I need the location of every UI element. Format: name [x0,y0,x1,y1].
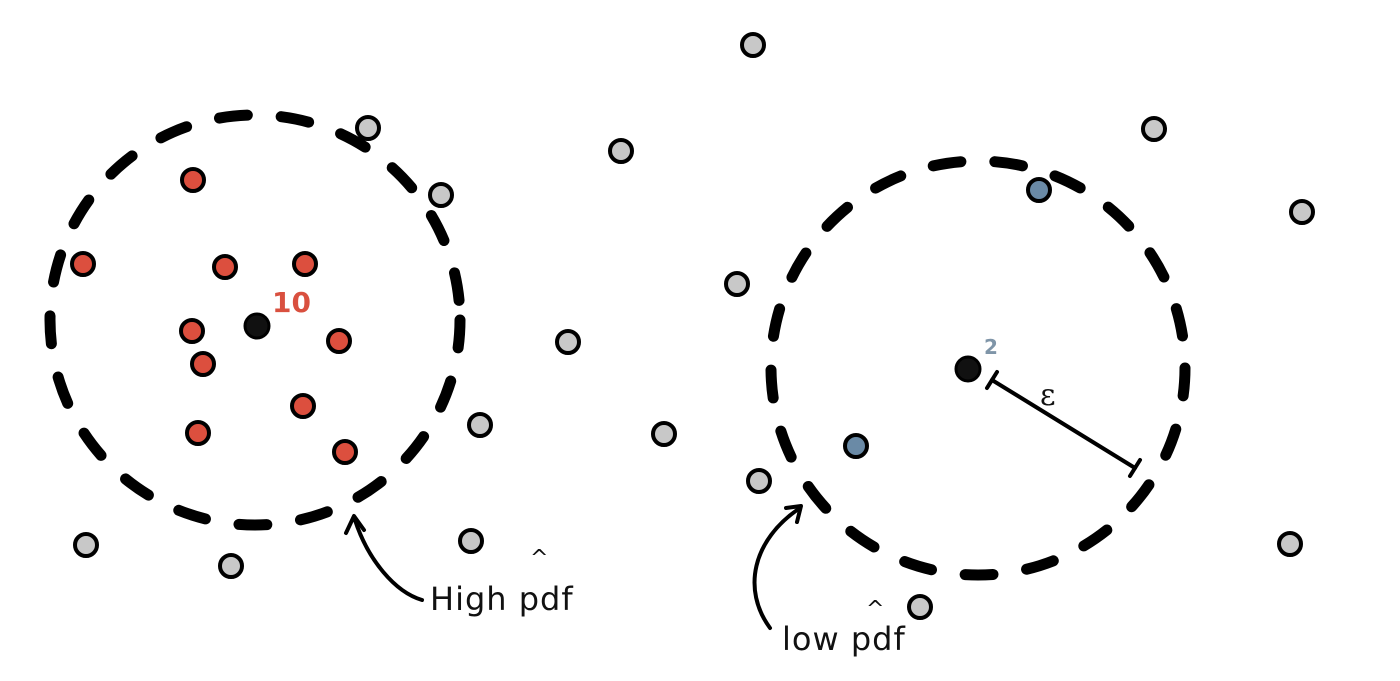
left-annotation: High pdf [430,580,574,618]
grey-point [355,115,381,141]
grey-point [1289,199,1315,225]
red-point [290,393,316,419]
radius-line [990,378,1137,470]
red-point [332,439,358,465]
right-blue-neighbors [843,177,1052,459]
radius-tick-end [1128,458,1142,478]
right-arrow [752,506,802,630]
right-cluster: 2 ε low pdf ^ [724,32,1315,658]
red-point [326,328,352,354]
grey-point [428,182,454,208]
grey-point [555,329,581,355]
red-point [185,420,211,446]
right-arrow-head [784,504,803,524]
grey-point [746,468,772,494]
left-neighbor-count: 10 [272,286,311,319]
left-grey-points [73,115,677,579]
right-annotation: low pdf [782,620,906,658]
blue-point [1026,177,1052,203]
grey-point [467,412,493,438]
radius-tick-start [985,370,999,390]
left-hat: ^ [530,546,549,571]
right-hat: ^ [866,597,885,622]
red-point [212,254,238,280]
grey-point [1277,531,1303,557]
left-arrow [353,518,424,602]
left-arrow-head [344,514,366,535]
right-epsilon-ring [765,155,1191,581]
epsilon-label: ε [1040,378,1056,413]
grey-point [740,32,766,58]
left-center-point [243,312,271,340]
grey-point [73,532,99,558]
red-point [292,251,318,277]
right-neighbor-count: 2 [984,335,998,359]
grey-point [651,421,677,447]
red-point [180,167,206,193]
right-center-point [954,355,982,383]
red-point [70,251,96,277]
red-point [190,351,216,377]
red-point [179,318,205,344]
grey-point [458,528,484,554]
grey-point [608,138,634,164]
left-cluster: 10 High pdf ^ [44,109,677,618]
grey-point [218,553,244,579]
grey-point [907,594,933,620]
left-epsilon-ring [44,109,466,531]
left-red-neighbors [70,167,358,465]
right-grey-points [724,32,1315,620]
grey-point [1141,116,1167,142]
grey-point [724,271,750,297]
blue-point [843,433,869,459]
